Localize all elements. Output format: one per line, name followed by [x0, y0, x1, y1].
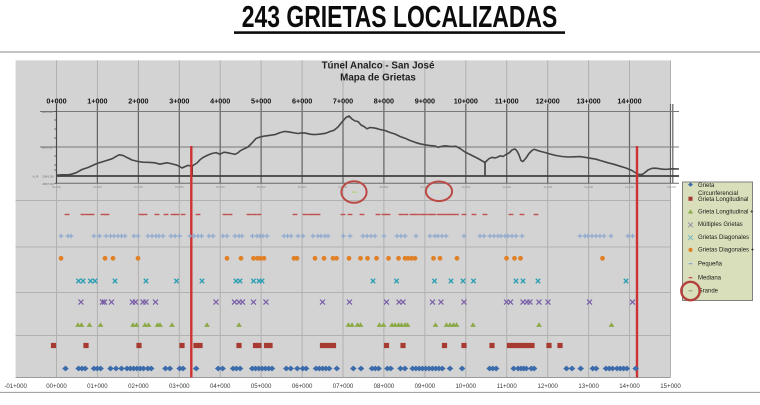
svg-text:9+000: 9+000 — [415, 96, 435, 105]
svg-text:6+000: 6+000 — [292, 96, 312, 105]
svg-text:04+000: 04+000 — [216, 185, 225, 189]
svg-text:1+000: 1+000 — [87, 96, 107, 105]
svg-text:15+000: 15+000 — [660, 383, 681, 390]
svg-text:Mediana: Mediana — [698, 276, 722, 282]
svg-text:13+000: 13+000 — [584, 185, 593, 189]
svg-text:14+000: 14+000 — [619, 383, 640, 390]
svg-text:14+000: 14+000 — [617, 96, 641, 105]
svg-text:01+000: 01+000 — [87, 383, 108, 390]
svg-text:Grietas Diagonales +: Grietas Diagonales + — [698, 248, 755, 254]
svg-text:0+000: 0+000 — [46, 96, 66, 105]
svg-text:4+000: 4+000 — [210, 96, 230, 105]
svg-text:5+000: 5+000 — [251, 96, 271, 105]
svg-text:06+000: 06+000 — [298, 185, 307, 189]
svg-text:Pequeña: Pequeña — [698, 262, 723, 268]
svg-text:2+000: 2+000 — [128, 96, 148, 105]
svg-text:Grietas Diagonales: Grietas Diagonales — [698, 235, 749, 241]
svg-text:02+000: 02+000 — [134, 185, 143, 189]
svg-text:7+000: 7+000 — [333, 96, 353, 105]
svg-text:13+000: 13+000 — [578, 383, 599, 390]
svg-text:03+000: 03+000 — [175, 185, 184, 189]
svg-text:08+000: 08+000 — [380, 185, 389, 189]
svg-text:06+000: 06+000 — [292, 383, 313, 390]
svg-text:05+000: 05+000 — [257, 185, 266, 189]
svg-text:Grieta Longitudinal +: Grieta Longitudinal + — [698, 209, 754, 215]
svg-text:243 GRIETAS LOCALIZADAS: 243 GRIETAS LOCALIZADAS — [242, 0, 557, 34]
svg-text:07+000: 07+000 — [333, 383, 354, 390]
svg-text:A_R: A_R — [32, 175, 39, 179]
svg-text:09+000: 09+000 — [415, 383, 436, 390]
svg-text:08+000: 08+000 — [374, 383, 395, 390]
svg-text:14+000: 14+000 — [625, 185, 634, 189]
svg-text:Grieta: Grieta — [698, 183, 715, 189]
svg-text:4805.00: 4805.00 — [42, 110, 53, 114]
svg-text:05+000: 05+000 — [251, 383, 272, 390]
svg-text:Múltiples Grietas: Múltiples Grietas — [698, 222, 743, 228]
svg-text:Grieta Longitudinal: Grieta Longitudinal — [698, 197, 748, 203]
svg-text:00+000: 00+000 — [46, 383, 67, 390]
svg-text:01+000: 01+000 — [93, 185, 102, 189]
svg-text:Mapa de Grietas: Mapa de Grietas — [340, 73, 416, 84]
svg-text:15+000: 15+000 — [667, 185, 676, 189]
svg-text:12+000: 12+000 — [536, 96, 560, 105]
svg-text:12+000: 12+000 — [543, 185, 552, 189]
svg-text:02+000: 02+000 — [128, 383, 149, 390]
svg-text:4600.00: 4600.00 — [42, 145, 53, 149]
svg-text:00+000: 00+000 — [52, 185, 61, 189]
svg-text:10+000: 10+000 — [454, 96, 478, 105]
svg-text:2807.00: 2807.00 — [42, 182, 53, 186]
svg-text:Circunferencial: Circunferencial — [698, 191, 738, 197]
svg-text:Grande: Grande — [698, 289, 719, 295]
svg-text:3+000: 3+000 — [169, 96, 189, 105]
svg-text:09+000: 09+000 — [421, 185, 430, 189]
svg-text:Túnel Analco - San José: Túnel Analco - San José — [322, 61, 435, 72]
svg-text:12+000: 12+000 — [537, 383, 558, 390]
svg-text:11+000: 11+000 — [502, 185, 511, 189]
svg-text:-01+000: -01+000 — [4, 383, 27, 390]
svg-text:11+000: 11+000 — [495, 96, 519, 105]
svg-text:8+000: 8+000 — [374, 96, 394, 105]
svg-text:11+000: 11+000 — [497, 383, 518, 390]
svg-text:10+000: 10+000 — [461, 185, 470, 189]
svg-text:03+000: 03+000 — [169, 383, 190, 390]
svg-text:04+000: 04+000 — [210, 383, 231, 390]
svg-text:13+000: 13+000 — [577, 96, 601, 105]
svg-text:2941.00: 2941.00 — [42, 175, 53, 179]
svg-text:10+000: 10+000 — [456, 383, 477, 390]
